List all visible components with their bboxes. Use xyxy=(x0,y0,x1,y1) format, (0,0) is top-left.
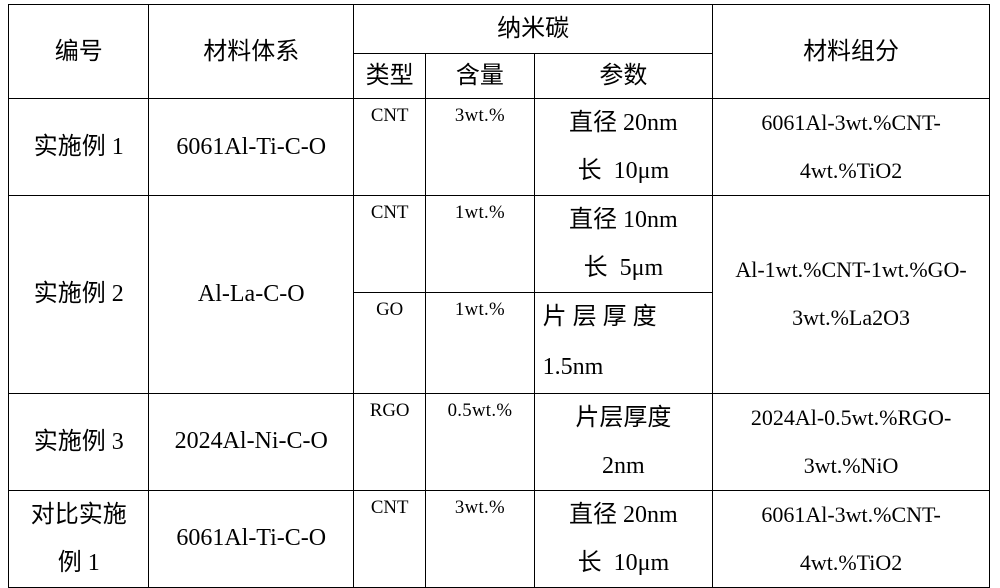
cell-comp-line: 6061Al-3wt.%CNT- xyxy=(713,99,989,147)
cell-param-line: 1.5nm xyxy=(535,343,713,393)
cell-comp-line: 4wt.%TiO2 xyxy=(713,539,989,587)
cell-sys-text: 6061Al-Ti-C-O xyxy=(176,525,326,551)
cell-type: RGO xyxy=(354,393,426,490)
header-type: 类型 xyxy=(354,54,426,99)
cell-param-line: 2nm xyxy=(535,442,713,490)
header-nano-text: 纳米碳 xyxy=(497,16,569,42)
cell-comp: 6061Al-3wt.%CNT- 4wt.%TiO2 xyxy=(713,490,990,587)
cell-amount-text: 3wt.% xyxy=(455,105,505,126)
cell-param: 片 层 厚 度 1.5nm xyxy=(534,293,713,394)
header-param: 参数 xyxy=(534,54,713,99)
cell-comp: 6061Al-3wt.%CNT- 4wt.%TiO2 xyxy=(713,99,990,196)
cell-param-line: 直径 20nm xyxy=(535,99,713,147)
cell-num-text: 实施例 3 xyxy=(34,429,124,455)
table-header-row: 编号 材料体系 纳米碳 材料组分 xyxy=(9,5,990,54)
cell-param-line: 片层厚度 xyxy=(535,394,713,442)
table-row: 实施例 3 2024Al-Ni-C-O RGO 0.5wt.% 片层厚度 2nm… xyxy=(9,393,990,490)
table-row: 实施例 2 Al-La-C-O CNT 1wt.% 直径 10nm 长 5μm … xyxy=(9,196,990,293)
cell-comp: 2024Al-0.5wt.%RGO- 3wt.%NiO xyxy=(713,393,990,490)
cell-type: GO xyxy=(354,293,426,394)
cell-param-line: 长 10μm xyxy=(535,147,713,195)
cell-num-line: 例 1 xyxy=(9,539,148,587)
header-amount: 含量 xyxy=(426,54,534,99)
cell-comp: Al-1wt.%CNT-1wt.%GO- 3wt.%La2O3 xyxy=(713,196,990,394)
cell-amount-text: 1wt.% xyxy=(455,299,505,320)
cell-type-text: CNT xyxy=(371,497,409,518)
cell-type: CNT xyxy=(354,196,426,293)
header-nano-group: 纳米碳 xyxy=(354,5,713,54)
header-num-text: 编号 xyxy=(55,39,103,65)
cell-comp-line: 3wt.%NiO xyxy=(713,442,989,490)
cell-param-line: 长 10μm xyxy=(535,539,713,587)
cell-param: 直径 20nm 长 10μm xyxy=(534,490,713,587)
cell-type-text: GO xyxy=(376,299,403,320)
cell-comp-line: 6061Al-3wt.%CNT- xyxy=(713,491,989,539)
cell-amount: 1wt.% xyxy=(426,293,534,394)
cell-num-text: 实施例 1 xyxy=(34,134,124,160)
cell-param: 直径 10nm 长 5μm xyxy=(534,196,713,293)
cell-amount-text: 1wt.% xyxy=(455,202,505,223)
header-sys-text: 材料体系 xyxy=(203,39,299,65)
header-param-text: 参数 xyxy=(599,63,647,89)
cell-amount-text: 0.5wt.% xyxy=(448,400,513,421)
cell-param: 片层厚度 2nm xyxy=(534,393,713,490)
table-row: 对比实施 例 1 6061Al-Ti-C-O CNT 3wt.% 直径 20nm… xyxy=(9,490,990,587)
cell-comp-line: 4wt.%TiO2 xyxy=(713,147,989,195)
cell-comp-line: 3wt.%La2O3 xyxy=(713,294,989,342)
cell-param-line: 直径 10nm xyxy=(535,196,713,244)
cell-type: CNT xyxy=(354,490,426,587)
cell-param-line: 直径 20nm xyxy=(535,491,713,539)
cell-comp-line: 2024Al-0.5wt.%RGO- xyxy=(713,394,989,442)
cell-sys: 6061Al-Ti-C-O xyxy=(149,99,354,196)
header-sys: 材料体系 xyxy=(149,5,354,99)
header-type-text: 类型 xyxy=(366,63,414,89)
cell-param-line: 片 层 厚 度 xyxy=(535,293,713,343)
cell-amount: 1wt.% xyxy=(426,196,534,293)
cell-type-text: CNT xyxy=(371,202,409,223)
header-num: 编号 xyxy=(9,5,149,99)
materials-table: 编号 材料体系 纳米碳 材料组分 类型 含量 参数 实施例 1 6061Al-T… xyxy=(8,4,990,588)
cell-sys-text: Al-La-C-O xyxy=(198,281,305,307)
cell-type-text: RGO xyxy=(370,400,410,421)
cell-num: 实施例 1 xyxy=(9,99,149,196)
header-comp-text: 材料组分 xyxy=(803,39,899,65)
cell-amount: 3wt.% xyxy=(426,490,534,587)
cell-num: 对比实施 例 1 xyxy=(9,490,149,587)
cell-sys-text: 6061Al-Ti-C-O xyxy=(176,134,326,160)
cell-param-line: 长 5μm xyxy=(535,244,713,292)
cell-num-text: 实施例 2 xyxy=(34,281,124,307)
cell-sys: 2024Al-Ni-C-O xyxy=(149,393,354,490)
cell-amount-text: 3wt.% xyxy=(455,497,505,518)
cell-type-text: CNT xyxy=(371,105,409,126)
cell-num-line: 对比实施 xyxy=(9,491,148,539)
cell-sys-text: 2024Al-Ni-C-O xyxy=(175,428,328,454)
cell-num: 实施例 2 xyxy=(9,196,149,394)
cell-comp-line: Al-1wt.%CNT-1wt.%GO- xyxy=(713,246,989,294)
cell-param: 直径 20nm 长 10μm xyxy=(534,99,713,196)
header-comp: 材料组分 xyxy=(713,5,990,99)
cell-sys: Al-La-C-O xyxy=(149,196,354,394)
cell-type: CNT xyxy=(354,99,426,196)
cell-amount: 0.5wt.% xyxy=(426,393,534,490)
table-row: 实施例 1 6061Al-Ti-C-O CNT 3wt.% 直径 20nm 长 … xyxy=(9,99,990,196)
cell-amount: 3wt.% xyxy=(426,99,534,196)
header-amount-text: 含量 xyxy=(456,63,504,89)
cell-num: 实施例 3 xyxy=(9,393,149,490)
cell-sys: 6061Al-Ti-C-O xyxy=(149,490,354,587)
